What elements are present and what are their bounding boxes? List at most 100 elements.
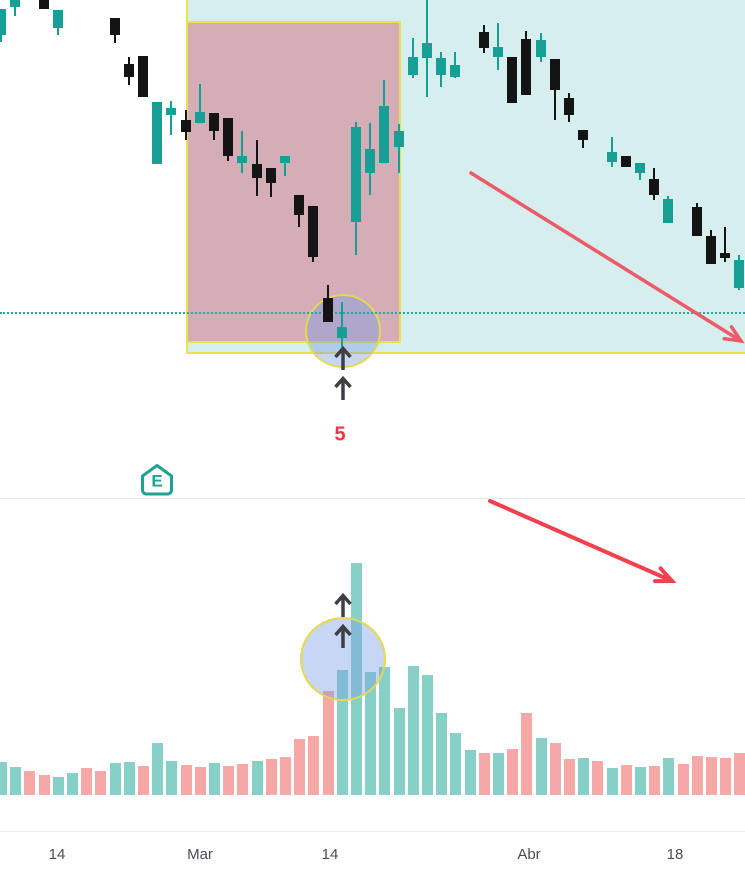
- volume-bar: [94, 771, 106, 795]
- highlight-zone-pink[interactable]: [186, 21, 401, 343]
- time-axis-label: Mar: [187, 846, 213, 863]
- candle: [422, 43, 432, 58]
- red-trend-arrow[interactable]: [488, 499, 677, 584]
- volume-bar: [251, 761, 263, 795]
- candle: [351, 127, 361, 222]
- candle: [479, 32, 489, 48]
- volume-bar: [634, 767, 646, 795]
- volume-bar: [151, 743, 163, 795]
- candle: [507, 57, 517, 103]
- candle: [152, 102, 162, 164]
- candle: [39, 0, 49, 9]
- candle: [493, 47, 503, 57]
- volume-bar: [194, 767, 206, 795]
- volume-bar: [520, 713, 532, 795]
- candle: [110, 18, 120, 35]
- candle: [209, 113, 219, 131]
- candle: [252, 164, 262, 178]
- candle: [564, 98, 574, 115]
- candle-wick: [398, 124, 400, 173]
- volume-bar: [648, 766, 660, 795]
- up-arrow-icon[interactable]: [333, 592, 353, 618]
- candle-wick: [199, 84, 201, 123]
- volume-bar: [364, 672, 376, 795]
- volume-bar: [563, 759, 575, 795]
- candle: [166, 108, 176, 115]
- volume-bar: [165, 761, 177, 795]
- up-arrow-icon[interactable]: [333, 345, 353, 371]
- candle: [379, 106, 389, 163]
- volume-bar: [378, 667, 390, 795]
- candle: [308, 206, 318, 257]
- candle: [0, 9, 6, 35]
- candle: [124, 64, 134, 77]
- candle: [607, 152, 617, 162]
- earnings-letter: E: [151, 472, 162, 491]
- volume-bar: [393, 708, 405, 795]
- volume-bar: [435, 713, 447, 795]
- volume-bar: [407, 666, 419, 795]
- time-axis-label: Abr: [517, 846, 541, 863]
- volume-bar: [80, 768, 92, 795]
- volume-bar: [38, 775, 50, 795]
- volume-bar: [66, 773, 78, 795]
- volume-bar: [137, 766, 149, 795]
- candle: [223, 118, 233, 156]
- volume-bar: [23, 771, 35, 795]
- candle: [550, 59, 560, 90]
- candle: [436, 58, 446, 75]
- volume-bar: [322, 691, 334, 795]
- volume-bar: [535, 738, 547, 795]
- candle: [195, 112, 205, 123]
- count-label[interactable]: 5: [334, 423, 346, 446]
- volume-bar: [549, 743, 561, 795]
- candle: [521, 39, 531, 95]
- pane-divider: [0, 498, 745, 499]
- candle: [266, 168, 276, 183]
- volume-bar: [0, 762, 7, 795]
- volume-bar: [109, 763, 121, 795]
- earnings-marker[interactable]: E: [139, 462, 175, 498]
- candle: [578, 130, 588, 140]
- candle: [621, 156, 631, 167]
- volume-bar: [336, 670, 348, 795]
- volume-bar: [9, 767, 21, 795]
- candle-wick: [241, 131, 243, 173]
- candle: [10, 0, 20, 7]
- candle-wick: [170, 101, 172, 135]
- volume-bar: [662, 758, 674, 795]
- candle: [536, 40, 546, 57]
- volume-bar: [591, 761, 603, 795]
- candle: [365, 149, 375, 173]
- volume-bar: [492, 753, 504, 795]
- candle-wick: [497, 23, 499, 70]
- volume-bar: [279, 757, 291, 795]
- candle: [450, 65, 460, 77]
- volume-bar: [506, 749, 518, 795]
- time-axis-label: 14: [48, 846, 66, 863]
- candle-wick: [284, 156, 286, 176]
- volume-bar: [208, 763, 220, 795]
- volume-bar: [577, 758, 589, 795]
- candle: [53, 10, 63, 28]
- up-arrow-icon[interactable]: [333, 375, 353, 401]
- candle: [635, 163, 645, 173]
- time-axis-line: [0, 831, 745, 832]
- time-axis-label: 14: [321, 846, 339, 863]
- volume-bar: [236, 764, 248, 795]
- candle: [394, 131, 404, 147]
- volume-bar: [719, 758, 731, 795]
- dotted-level-line: [0, 312, 745, 314]
- candle: [294, 195, 304, 215]
- candle-wick: [341, 302, 343, 347]
- up-arrow-icon[interactable]: [333, 623, 353, 649]
- volume-bar: [421, 675, 433, 795]
- candle: [280, 156, 290, 163]
- volume-bar: [733, 753, 745, 795]
- volume-bar: [293, 739, 305, 795]
- volume-bar: [620, 765, 632, 795]
- candle: [181, 120, 191, 132]
